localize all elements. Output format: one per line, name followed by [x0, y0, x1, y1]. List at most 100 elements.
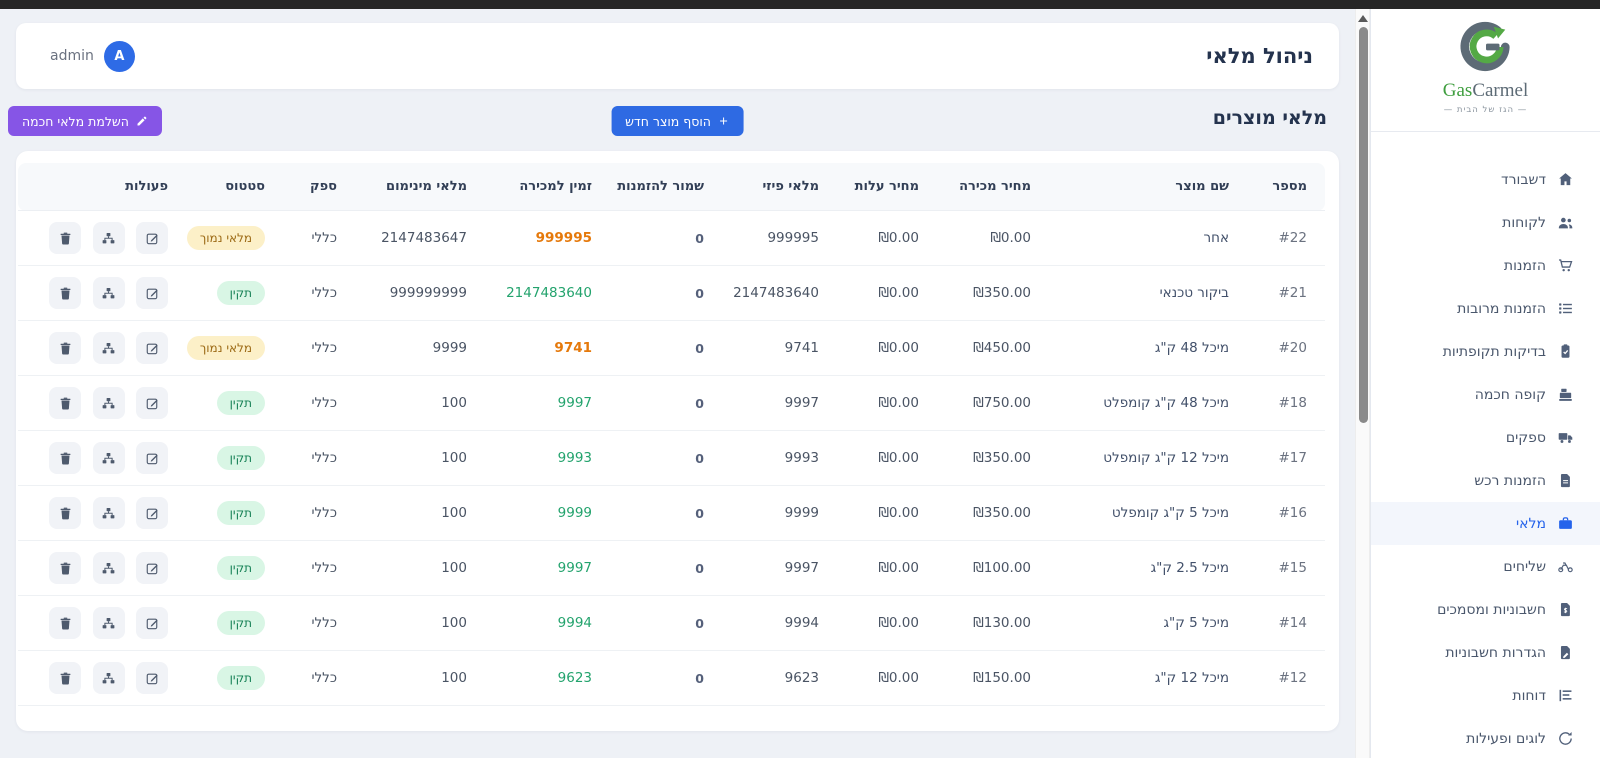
- edit-icon: [145, 561, 160, 576]
- trash-icon: [58, 286, 73, 301]
- cell-sale-price: ₪350.00: [937, 430, 1049, 486]
- edit-button[interactable]: [136, 497, 168, 529]
- cell-status: תקין: [186, 540, 283, 596]
- edit-button[interactable]: [136, 332, 168, 364]
- edit-button[interactable]: [136, 387, 168, 419]
- cost-value: ₪0.00: [878, 230, 919, 246]
- home-icon: [1557, 171, 1574, 188]
- sitemap-icon: [101, 506, 116, 521]
- delete-button[interactable]: [49, 332, 82, 364]
- header-actions: פעולות: [18, 163, 186, 211]
- table-row: #14 מיכל 5 ק"ג ₪130.00 ₪0.00 9994 0 9994…: [18, 595, 1325, 651]
- stock-structure-button[interactable]: [92, 442, 125, 474]
- edit-icon: [145, 231, 160, 246]
- status-badge: תקין: [216, 666, 265, 690]
- sidebar-item-logs-activity[interactable]: לוגים ופעילות: [1371, 717, 1600, 758]
- cell-sale-price: ₪100.00: [937, 540, 1049, 596]
- delete-button[interactable]: [49, 222, 82, 254]
- stock-structure-button[interactable]: [92, 222, 125, 254]
- cell-sale-price: ₪130.00: [937, 595, 1049, 651]
- sidebar-item-couriers[interactable]: שליחים: [1371, 545, 1600, 588]
- delete-button[interactable]: [49, 662, 82, 694]
- header-physical-stock: מלאי פיזי: [722, 163, 837, 211]
- cart-icon: [1557, 257, 1574, 274]
- user-menu[interactable]: A admin: [50, 40, 135, 72]
- edit-button[interactable]: [136, 442, 168, 474]
- user-name: admin: [50, 48, 94, 64]
- cell-status: תקין: [186, 430, 283, 486]
- scrollbar-thumb[interactable]: [1359, 27, 1368, 423]
- cell-reserved: 0: [610, 265, 722, 321]
- stock-structure-button[interactable]: [92, 607, 125, 639]
- file-invoice-icon: [1557, 601, 1574, 618]
- cell-physical: 999995: [722, 210, 837, 266]
- table-row: #21 ביקור טכנאי ₪350.00 ₪0.00 2147483640…: [18, 265, 1325, 321]
- sidebar-item-dashboard[interactable]: דשבורד: [1371, 158, 1600, 201]
- sidebar-item-reports[interactable]: דוחות: [1371, 674, 1600, 717]
- edit-button[interactable]: [136, 662, 168, 694]
- edit-button[interactable]: [136, 222, 168, 254]
- sidebar-item-orders[interactable]: הזמנות: [1371, 244, 1600, 287]
- sidebar: GasCarmel — הגז של הבית — דשבורד לקוחות …: [1370, 0, 1600, 758]
- stock-structure-button[interactable]: [92, 497, 125, 529]
- sidebar-item-multiple-orders[interactable]: הזמנות מרובות: [1371, 287, 1600, 330]
- delete-button[interactable]: [49, 497, 82, 529]
- sidebar-item-invoice-settings[interactable]: הגדרות חשבוניות: [1371, 631, 1600, 674]
- delete-button[interactable]: [49, 442, 82, 474]
- sidebar-item-label: דוחות: [1512, 687, 1546, 704]
- price-value: ₪0.00: [990, 230, 1031, 246]
- sidebar-item-label: לוגים ופעילות: [1466, 730, 1546, 747]
- sidebar-item-inventory[interactable]: מלאי: [1371, 502, 1600, 545]
- avatar[interactable]: A: [103, 40, 135, 72]
- add-product-button[interactable]: הוסף מוצר חדש: [611, 106, 744, 136]
- stock-structure-button[interactable]: [92, 662, 125, 694]
- brand-logo[interactable]: GasCarmel — הגז של הבית —: [1371, 0, 1600, 115]
- sidebar-item-label: הזמנות מרובות: [1457, 300, 1546, 317]
- sidebar-item-periodic-checks[interactable]: בדיקות תקופתיות: [1371, 330, 1600, 373]
- delete-button[interactable]: [49, 607, 82, 639]
- cell-actions: [18, 430, 186, 486]
- sidebar-item-label: הזמנות רכש: [1474, 472, 1546, 489]
- stock-structure-button[interactable]: [92, 332, 125, 364]
- price-value: ₪750.00: [973, 395, 1031, 411]
- stock-structure-button[interactable]: [92, 387, 125, 419]
- cell-number: #12: [1247, 650, 1325, 706]
- vertical-scrollbar[interactable]: [1355, 9, 1370, 758]
- cash-register-icon: [1557, 386, 1574, 403]
- cell-reserved: 0: [610, 430, 722, 486]
- stock-structure-button[interactable]: [92, 277, 125, 309]
- edit-button[interactable]: [136, 552, 168, 584]
- sidebar-item-customers[interactable]: לקוחות: [1371, 201, 1600, 244]
- cell-min-stock: 100: [355, 650, 485, 706]
- header-number: מספר: [1247, 163, 1325, 211]
- edit-button[interactable]: [136, 607, 168, 639]
- cell-physical: 9997: [722, 540, 837, 596]
- cell-number: #21: [1247, 265, 1325, 321]
- cell-number: #14: [1247, 595, 1325, 651]
- delete-button[interactable]: [49, 552, 82, 584]
- cell-product-name: מיכל 48 ק"ג קומפלט: [1049, 375, 1247, 431]
- smart-restock-button[interactable]: השלמת מלאי חכמה: [8, 106, 162, 136]
- cell-actions: [18, 595, 186, 651]
- sidebar-item-purchase-orders[interactable]: הזמנות רכש: [1371, 459, 1600, 502]
- sidebar-item-smart-register[interactable]: קופה חכמה: [1371, 373, 1600, 416]
- cell-available: 9994: [485, 595, 610, 651]
- sidebar-item-suppliers[interactable]: ספקים: [1371, 416, 1600, 459]
- cell-cost-price: ₪0.00: [837, 540, 937, 596]
- delete-button[interactable]: [49, 277, 82, 309]
- sitemap-icon: [101, 451, 116, 466]
- edit-icon: [145, 671, 160, 686]
- file-pen-icon: [1557, 644, 1574, 661]
- scroll-up-arrow-icon[interactable]: [1357, 15, 1368, 22]
- sitemap-icon: [101, 286, 116, 301]
- add-product-label: הוסף מוצר חדש: [625, 113, 711, 129]
- cell-reserved: 0: [610, 595, 722, 651]
- cell-product-name: מיכל 12 ק"ג: [1049, 650, 1247, 706]
- sidebar-item-invoices-documents[interactable]: חשבוניות ומסמכים: [1371, 588, 1600, 631]
- stock-structure-button[interactable]: [92, 552, 125, 584]
- delete-button[interactable]: [49, 387, 82, 419]
- cell-number: #15: [1247, 540, 1325, 596]
- edit-button[interactable]: [136, 277, 168, 309]
- cell-reserved: 0: [610, 540, 722, 596]
- cost-value: ₪0.00: [878, 615, 919, 631]
